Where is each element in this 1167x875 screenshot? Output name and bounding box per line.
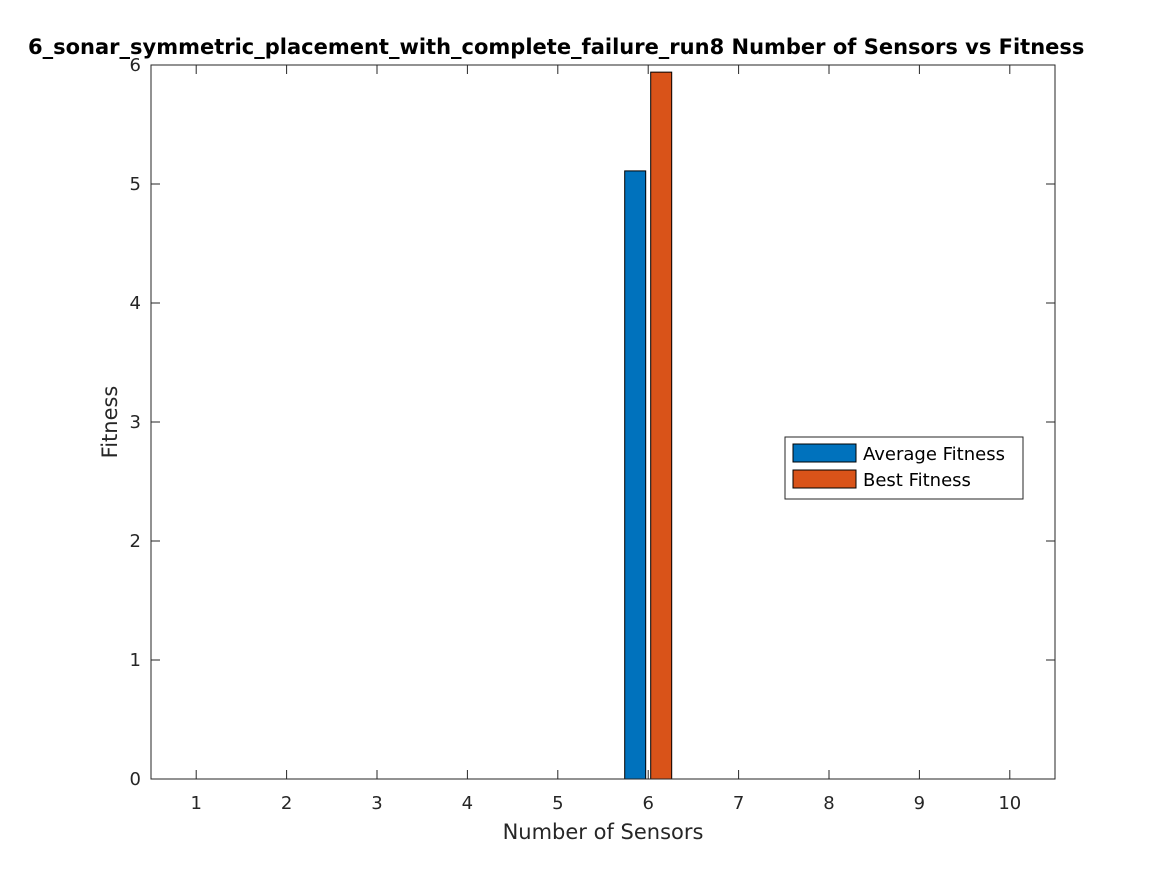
y-tick-label: 2	[130, 531, 141, 552]
x-axis-label: Number of Sensors	[503, 820, 704, 844]
y-tick-label: 0	[130, 769, 141, 790]
x-tick-label: 1	[190, 793, 201, 814]
ticks-layer	[151, 64, 1055, 780]
x-tick-label: 9	[914, 793, 925, 814]
y-tick-labels: 0 1 2 3 4 5 6	[130, 55, 141, 790]
legend: Average Fitness Best Fitness	[784, 436, 1024, 500]
y-tick-label: 6	[130, 55, 141, 76]
x-tick-label: 3	[371, 793, 382, 814]
legend-swatch	[792, 469, 857, 489]
x-tick-label: 4	[462, 793, 473, 814]
y-tick-label: 4	[130, 293, 141, 314]
legend-swatch	[792, 443, 857, 463]
x-tick-label: 2	[281, 793, 292, 814]
legend-label: Best Fitness	[863, 470, 971, 491]
chart-title: 6_sonar_symmetric_placement_with_complet…	[28, 35, 1084, 59]
x-tick-label: 8	[823, 793, 834, 814]
x-tick-label: 7	[733, 793, 744, 814]
y-tick-label: 3	[130, 412, 141, 433]
bar-average-fitness-6	[624, 170, 647, 780]
x-tick-labels: 1 2 3 4 5 6 7 8 9 10	[190, 793, 1021, 814]
plot-area	[151, 65, 1055, 779]
y-axis-label: Fitness	[98, 386, 122, 459]
y-tick-label: 5	[130, 174, 141, 195]
bar-best-fitness-6	[650, 71, 673, 780]
x-tick-label: 10	[998, 793, 1021, 814]
legend-label: Average Fitness	[863, 444, 1005, 465]
x-tick-label: 6	[642, 793, 653, 814]
bars-layer	[624, 71, 673, 780]
x-tick-label: 5	[552, 793, 563, 814]
plot-frame	[150, 64, 1056, 780]
y-tick-label: 1	[130, 650, 141, 671]
